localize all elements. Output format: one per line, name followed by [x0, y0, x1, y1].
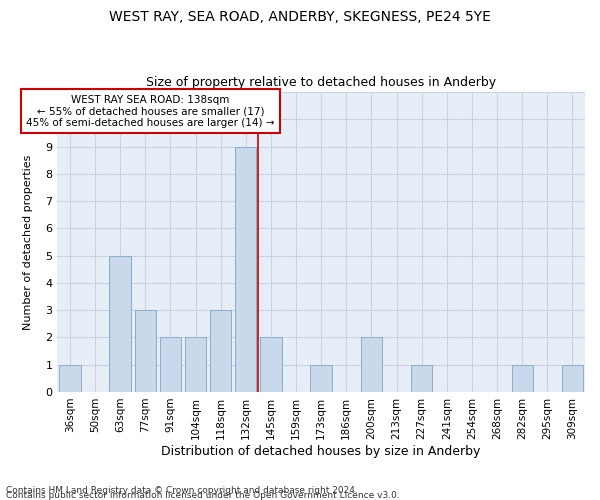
Bar [59, 364, 80, 392]
Bar [260, 338, 281, 392]
Text: Contains public sector information licensed under the Open Government Licence v3: Contains public sector information licen… [6, 491, 400, 500]
Bar [134, 310, 156, 392]
Y-axis label: Number of detached properties: Number of detached properties [23, 154, 33, 330]
Bar [512, 364, 533, 392]
X-axis label: Distribution of detached houses by size in Anderby: Distribution of detached houses by size … [161, 444, 481, 458]
Bar [185, 338, 206, 392]
Bar [160, 338, 181, 392]
Bar [361, 338, 382, 392]
Bar [109, 256, 131, 392]
Bar [235, 146, 256, 392]
Text: WEST RAY SEA ROAD: 138sqm
← 55% of detached houses are smaller (17)
45% of semi-: WEST RAY SEA ROAD: 138sqm ← 55% of detac… [26, 94, 275, 128]
Bar [411, 364, 433, 392]
Bar [310, 364, 332, 392]
Title: Size of property relative to detached houses in Anderby: Size of property relative to detached ho… [146, 76, 496, 90]
Text: Contains HM Land Registry data © Crown copyright and database right 2024.: Contains HM Land Registry data © Crown c… [6, 486, 358, 495]
Bar [210, 310, 232, 392]
Text: WEST RAY, SEA ROAD, ANDERBY, SKEGNESS, PE24 5YE: WEST RAY, SEA ROAD, ANDERBY, SKEGNESS, P… [109, 10, 491, 24]
Bar [562, 364, 583, 392]
